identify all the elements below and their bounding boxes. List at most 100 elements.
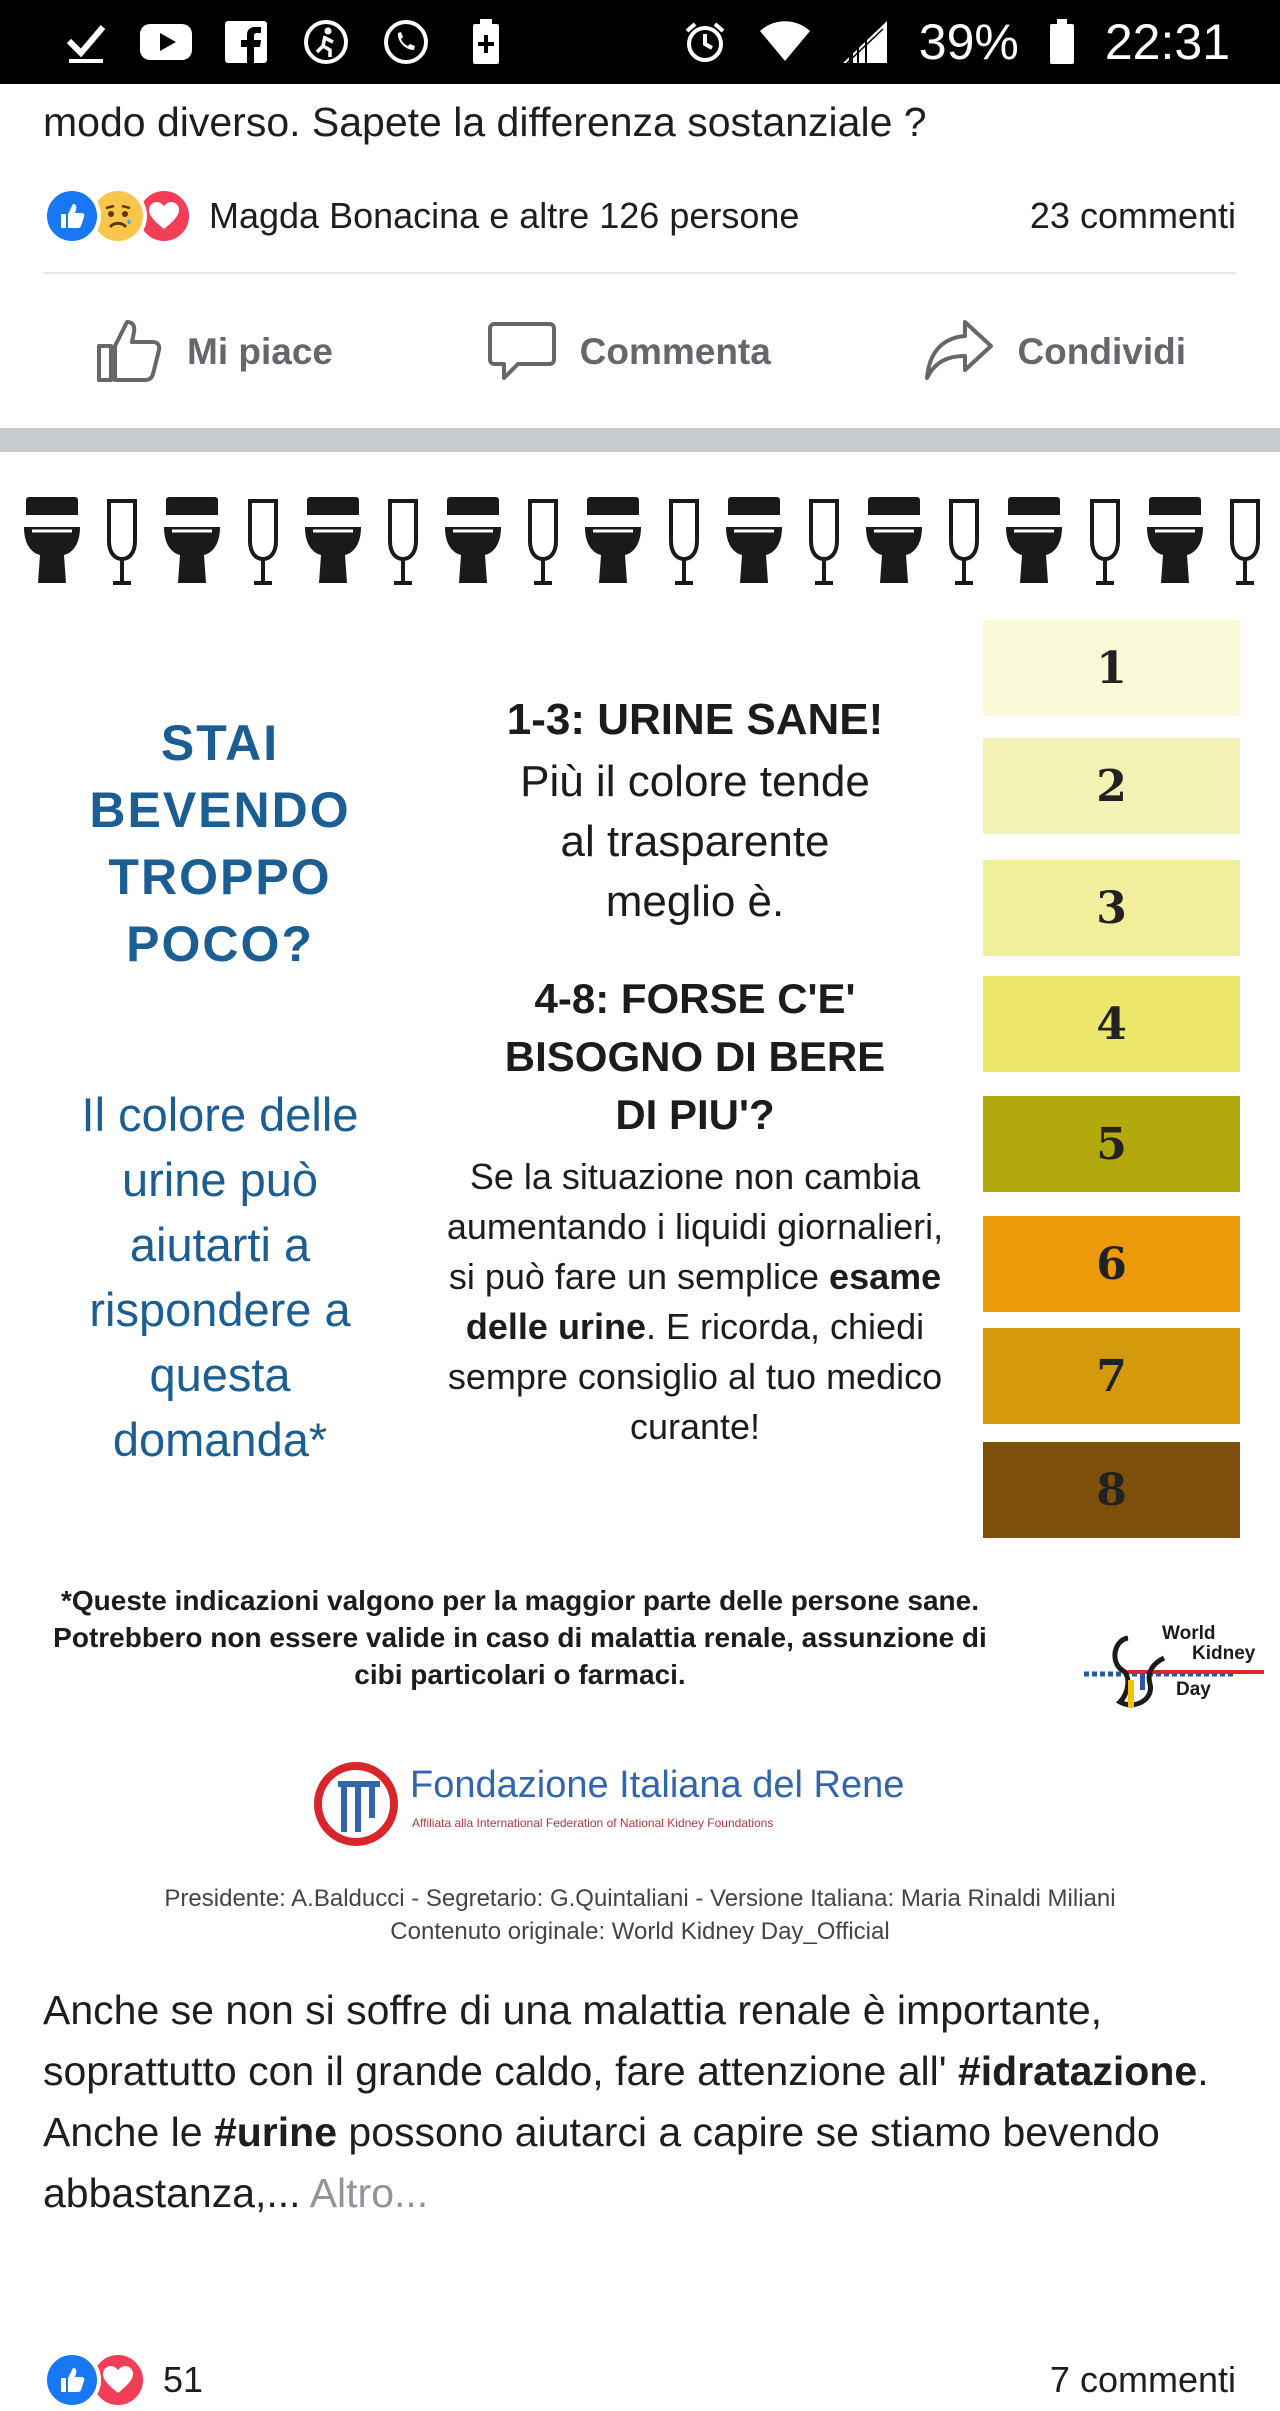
phone-icon [380, 16, 432, 68]
reaction-icons[interactable]: Magda Bonacina e altre 126 persone [43, 187, 799, 245]
reaction-icons[interactable]: 51 [43, 2351, 203, 2409]
toilet-urinal-illustrations [22, 482, 1262, 592]
check-icon [60, 16, 112, 68]
question-line: BEVENDO [89, 782, 351, 838]
urinal-icon [1228, 497, 1262, 592]
divider [43, 272, 1236, 274]
facebook-icon [220, 16, 272, 68]
reactions-text[interactable]: Magda Bonacina e altre 126 persone [209, 195, 800, 236]
toilet-icon [22, 497, 82, 592]
caption-text: possono aiutarci a capire se stiamo beve… [43, 2109, 1160, 2216]
urinal-icon [526, 497, 560, 592]
comment-button[interactable]: Commenta [436, 314, 821, 391]
post-actions: Mi piace Commenta Condividi [43, 300, 1236, 404]
credits: Presidente: A.Balducci - Segretario: G.Q… [40, 1882, 1240, 1948]
color-swatch-5: 5 [983, 1096, 1240, 1192]
toilet-icon [1004, 497, 1064, 592]
share-button[interactable]: Condividi [873, 314, 1236, 391]
see-more-link[interactable]: Altro... [309, 2170, 429, 2216]
toilet-icon [864, 497, 924, 592]
org-name: Fondazione Italiana del Rene [410, 1764, 905, 1806]
reactions-summary[interactable]: 51 7 commenti [43, 2348, 1236, 2411]
hydration-heading-line: 4-8: FORSE C'E' [534, 975, 856, 1022]
question-line: POCO? [126, 916, 314, 972]
wkd-line: Day [1176, 1679, 1211, 1700]
youtube-icon [140, 16, 192, 68]
question-line: TROPPO [108, 849, 332, 905]
hydration-text-a: Se la situazione non cambia aumentando i… [446, 1156, 944, 1297]
like-label: Mi piace [187, 331, 333, 372]
battery-plus-icon [460, 16, 512, 68]
sad-icon [89, 187, 147, 245]
hydration-heading: 4-8: FORSE C'E' BISOGNO DI BERE DI PIU'? [430, 970, 960, 1144]
like-icon [43, 187, 101, 245]
urinal-icon [105, 497, 139, 592]
comments-count[interactable]: 7 commenti [1049, 2359, 1236, 2400]
hydration-heading-line: DI PIU'? [615, 1091, 775, 1138]
infographic-question: STAI BEVENDO TROPPO POCO? [60, 710, 380, 978]
reaction-count[interactable]: 51 [163, 2359, 204, 2400]
color-question-line: rispondere a [89, 1283, 351, 1336]
footnote: *Queste indicazioni valgono per la maggi… [53, 1585, 987, 1690]
post-text-truncated: modo diverso. Sapete la differenza sosta… [43, 99, 927, 145]
healthy-heading: 1-3: URINE SANE! [506, 695, 884, 744]
post-image-infographic[interactable]: STAI BEVENDO TROPPO POCO? Il colore dell… [0, 452, 1280, 1960]
urinal-icon [807, 497, 841, 592]
hydration-text-bold: esame delle urine [465, 1256, 942, 1347]
comments-count[interactable]: 23 commenti [1029, 195, 1236, 236]
hashtag-link[interactable]: #idratazione [957, 2048, 1198, 2094]
signal-icon [839, 16, 891, 68]
color-swatch-7: 7 [983, 1328, 1240, 1424]
comment-label: Commenta [579, 331, 771, 372]
status-bar-system: 39% 22:31 [679, 13, 1230, 71]
comment-icon [486, 314, 558, 391]
color-swatch-1: 1 [983, 620, 1240, 716]
credits-line: Contenuto originale: World Kidney Day_Of… [390, 1918, 890, 1945]
like-icon [43, 2351, 101, 2409]
caption-text: Anche se non si soffre di una malattia r… [43, 1987, 1103, 2094]
hashtag-link[interactable]: #urine [213, 2109, 337, 2155]
urinal-icon [947, 497, 981, 592]
fondazione-italiana-rene-logo: Fondazione Italiana del Rene Affiliata a… [314, 1754, 1014, 1864]
clock: 22:31 [1104, 14, 1230, 70]
color-question-line: domanda* [112, 1413, 328, 1466]
color-swatch-3: 3 [983, 860, 1240, 956]
wifi-icon [759, 16, 811, 68]
urinal-icon [246, 497, 280, 592]
world-kidney-day-logo: World Kidney Day [1084, 1618, 1264, 1728]
hydration-text: Se la situazione non cambia aumentando i… [430, 1152, 960, 1452]
color-swatch-2: 2 [983, 738, 1240, 834]
alarm-icon [679, 16, 731, 68]
org-affiliation: Affiliata alla International Federation … [412, 1816, 774, 1830]
caption-text: . [1197, 2048, 1209, 2094]
toilet-icon [303, 497, 363, 592]
thumbs-up-icon [93, 314, 165, 391]
status-bar-notifications [60, 16, 512, 68]
hydration-text-b: . E ricorda, chiedi sempre consiglio al … [447, 1306, 943, 1447]
share-label: Condividi [1017, 331, 1186, 372]
color-question-line: questa [149, 1348, 291, 1401]
kidney-logo-icon [314, 1762, 398, 1846]
toilet-icon [583, 497, 643, 592]
healthy-text-line: Più il colore tende [520, 757, 870, 806]
wkd-line: World [1162, 1623, 1216, 1644]
color-question-text: Il colore delle urine può aiutarti a ris… [40, 1082, 400, 1472]
healthy-text-line: al trasparente [560, 817, 830, 866]
healthy-text: Più il colore tende al trasparente megli… [430, 752, 960, 932]
post-caption: Anche se non si soffre di una malattia r… [43, 1980, 1243, 2224]
urinal-icon [1088, 497, 1122, 592]
share-icon [923, 314, 995, 391]
like-button[interactable]: Mi piace [43, 314, 383, 391]
healthy-text-line: meglio è. [605, 877, 785, 926]
toilet-icon [724, 497, 784, 592]
caption-text: Anche le [43, 2109, 214, 2155]
battery-percent: 39% [918, 14, 1019, 70]
toilet-icon [1145, 497, 1205, 592]
accessibility-icon [300, 16, 352, 68]
urinal-icon [386, 497, 420, 592]
color-question-line: urine può [122, 1153, 318, 1206]
reactions-summary[interactable]: Magda Bonacina e altre 126 persone 23 co… [43, 184, 1236, 248]
color-swatch-4: 4 [983, 976, 1240, 1072]
battery-icon [1047, 16, 1077, 68]
color-question-line: aiutarti a [129, 1218, 311, 1271]
